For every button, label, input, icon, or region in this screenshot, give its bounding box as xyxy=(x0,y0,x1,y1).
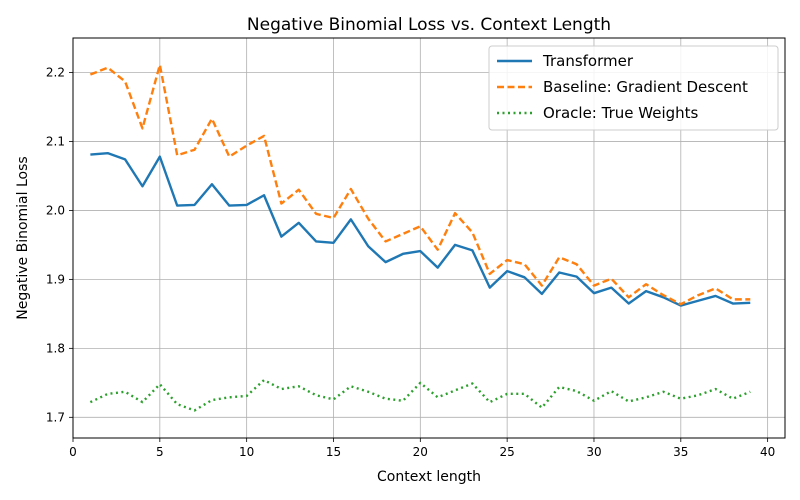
x-tick-label: 25 xyxy=(500,445,515,459)
series-line-1 xyxy=(89,63,751,306)
ticks: 0 5 10 15 20 25 30 35 40 1.7 1.8 1.9 2.0 2.1 2.2 xyxy=(46,65,775,459)
chart-title: Negative Binomial Loss vs. Context Lengt… xyxy=(247,15,611,35)
y-axis-label: Negative Binomial Loss xyxy=(15,156,31,319)
x-tick-label: 30 xyxy=(586,445,601,459)
plot-frame xyxy=(72,37,786,439)
y-tick-label: 1.8 xyxy=(46,341,65,355)
legend: Transformer Baseline: Gradient Descent Ora… xyxy=(488,45,779,131)
x-axis-label: Context length xyxy=(377,469,481,485)
x-tick-label: 40 xyxy=(760,445,775,459)
series-line-2 xyxy=(89,378,751,412)
x-tick-label: 35 xyxy=(673,445,688,459)
legend-label-1: Baseline: Gradient Descent xyxy=(543,78,748,96)
x-tick-label: 15 xyxy=(326,445,341,459)
x-tick-label: 5 xyxy=(156,445,164,459)
legend-box xyxy=(488,45,779,131)
legend-label-0: Transformer xyxy=(542,52,634,70)
x-tick-label: 10 xyxy=(239,445,254,459)
series-line-0 xyxy=(90,151,751,307)
y-tick-label: 2.1 xyxy=(46,134,65,148)
y-tick-label: 2.0 xyxy=(46,203,65,217)
legend-label-2: Oracle: True Weights xyxy=(543,104,699,122)
y-tick-label: 1.9 xyxy=(46,272,65,286)
series-layer xyxy=(89,63,751,412)
y-tick-label: 2.2 xyxy=(46,65,65,79)
x-tick-label: 20 xyxy=(413,445,428,459)
y-tick-label: 1.7 xyxy=(46,410,65,424)
x-tick-label: 0 xyxy=(69,445,77,459)
